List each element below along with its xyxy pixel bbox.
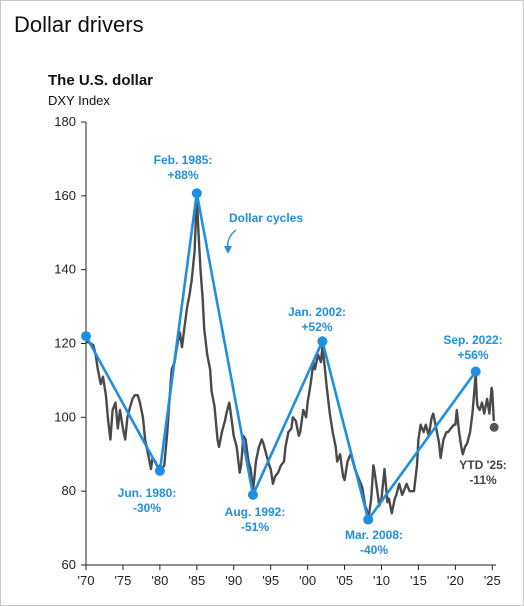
annotation-dollar-cycles-line: Dollar cycles	[229, 211, 303, 225]
cycle-point	[154, 465, 165, 476]
cycle-point	[191, 188, 202, 199]
annotation-sep-2022-line: Sep. 2022:	[443, 333, 502, 347]
annotation-ytd-2025: YTD '25: -11%	[459, 458, 507, 487]
annotation-aug-1992-line: Aug. 1992:	[225, 505, 286, 519]
annotation-dollar-cycles: Dollar cycles	[229, 211, 303, 225]
y-tick-label: 100	[54, 409, 76, 424]
x-tick-label: '80	[151, 573, 168, 588]
annotation-jun-1980-line: Jun. 1980:	[118, 486, 177, 500]
chart-series	[81, 188, 499, 525]
annotation-mar-2008-line: Mar. 2008:	[345, 528, 403, 542]
cycle-point	[317, 336, 328, 347]
x-tick-label: '90	[225, 573, 242, 588]
cycle-point	[81, 331, 91, 342]
x-tick-label: '00	[299, 573, 316, 588]
y-tick-label: 140	[54, 262, 76, 277]
x-tick-label: '25	[484, 573, 501, 588]
chart-annotations: Feb. 1985: +88% Jun. 1980: -30% Aug. 1992: -5…	[118, 153, 507, 557]
y-tick-label: 120	[54, 336, 76, 351]
x-tick-label: '70	[78, 573, 95, 588]
annotation-mar-2008: Mar. 2008: -40%	[345, 528, 403, 557]
cycle-point	[470, 366, 481, 377]
annotation-jan-2002-line: Jan. 2002:	[288, 305, 346, 319]
annotation-jan-2002: Jan. 2002: +52%	[288, 305, 346, 334]
annotation-sep-2022: Sep. 2022: +56%	[443, 333, 502, 362]
x-tick-label: '15	[410, 573, 427, 588]
cycle-point	[363, 514, 374, 525]
x-tick-label: '20	[447, 573, 464, 588]
annotation-feb-1985: Feb. 1985: +88%	[154, 153, 213, 182]
y-tick-label: 80	[62, 483, 76, 498]
annotation-feb-1985-line: Feb. 1985:	[154, 153, 213, 167]
dxy-index-line	[85, 194, 495, 522]
annotation-jun-1980: Jun. 1980: -30%	[118, 486, 177, 515]
y-tick-label: 60	[62, 557, 76, 572]
annotation-ytd-2025-line: -11%	[469, 473, 497, 487]
annotation-jun-1980-line: -30%	[133, 501, 161, 515]
annotation-jan-2002-line: +52%	[301, 320, 332, 334]
y-tick-label: 160	[54, 188, 76, 203]
annotation-sep-2022-line: +56%	[457, 348, 488, 362]
ytd-marker	[489, 422, 499, 432]
annotation-ytd-2025-line: YTD '25:	[459, 458, 507, 472]
x-tick-label: '05	[336, 573, 353, 588]
chart-subtitle: DXY Index	[48, 93, 110, 108]
annotation-mar-2008-line: -40%	[360, 543, 388, 557]
chart-title: The U.S. dollar	[48, 72, 154, 89]
annotation-aug-1992-line: -51%	[241, 520, 269, 534]
x-tick-label: '10	[373, 573, 390, 588]
annotation-aug-1992: Aug. 1992: -51%	[225, 505, 286, 534]
x-tick-label: '75	[114, 573, 131, 588]
x-tick-label: '95	[262, 573, 279, 588]
x-tick-label: '85	[188, 573, 205, 588]
page-title: Dollar drivers	[14, 12, 144, 37]
y-tick-label: 180	[54, 114, 76, 129]
cycle-point	[247, 489, 258, 500]
annotation-feb-1985-line: +88%	[167, 168, 198, 182]
chart-axes: 60 80 100 120 140 160 180 '70 '75 '80 '85 '90 '95 '00…	[54, 114, 500, 588]
dollar-cycles-arrowhead	[224, 246, 232, 254]
